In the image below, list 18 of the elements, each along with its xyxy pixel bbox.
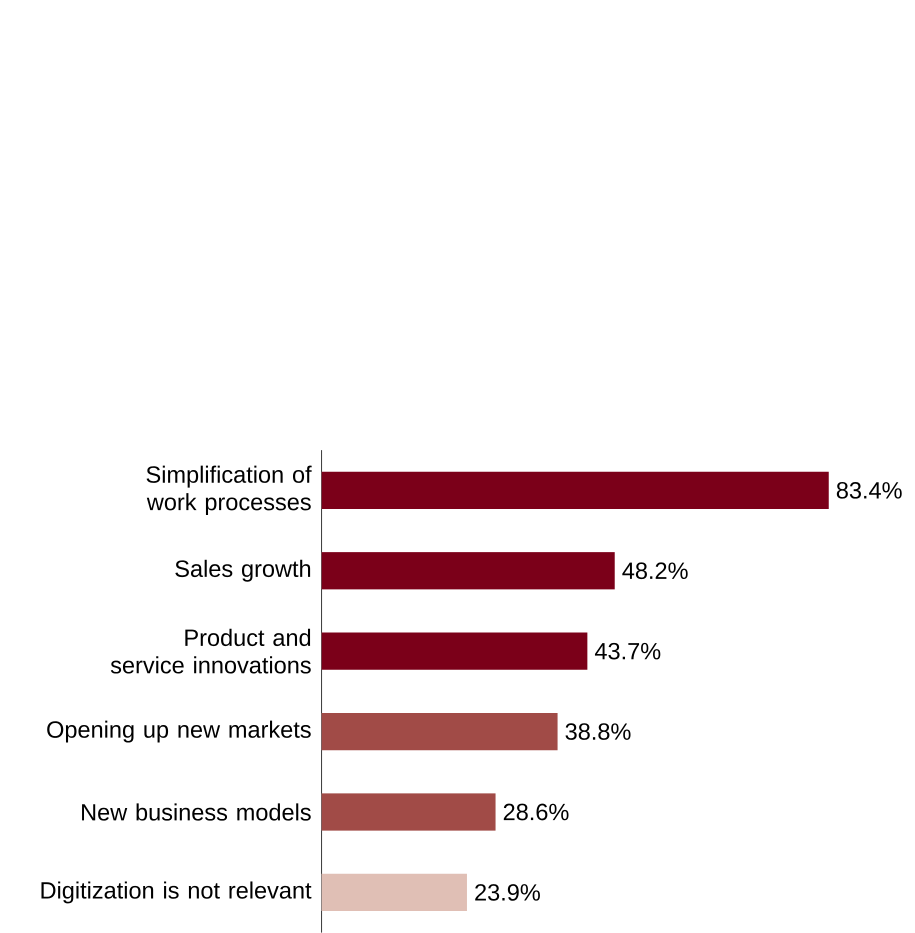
bar	[322, 632, 588, 670]
data-label: 83.4%	[836, 482, 902, 499]
bar	[322, 712, 558, 750]
y-tick-label: Product and service innovations	[110, 628, 311, 674]
bar	[322, 793, 496, 831]
y-tick-label: New business models	[82, 803, 311, 821]
data-label: 43.7%	[594, 642, 660, 660]
data-label: 23.9%	[475, 884, 540, 901]
y-tick-label: Opening up new markets	[47, 720, 311, 743]
y-tick-label: Sales growth	[175, 560, 310, 582]
data-label: 38.8%	[566, 723, 631, 740]
bar	[322, 472, 829, 509]
data-label: 28.6%	[504, 804, 569, 820]
bar	[322, 552, 615, 590]
y-tick-label: Digitization is not relevant	[42, 881, 312, 904]
bar	[322, 874, 467, 912]
data-label: 48.2%	[622, 562, 688, 580]
y-tick-label: Simplification of work processes	[146, 466, 312, 516]
